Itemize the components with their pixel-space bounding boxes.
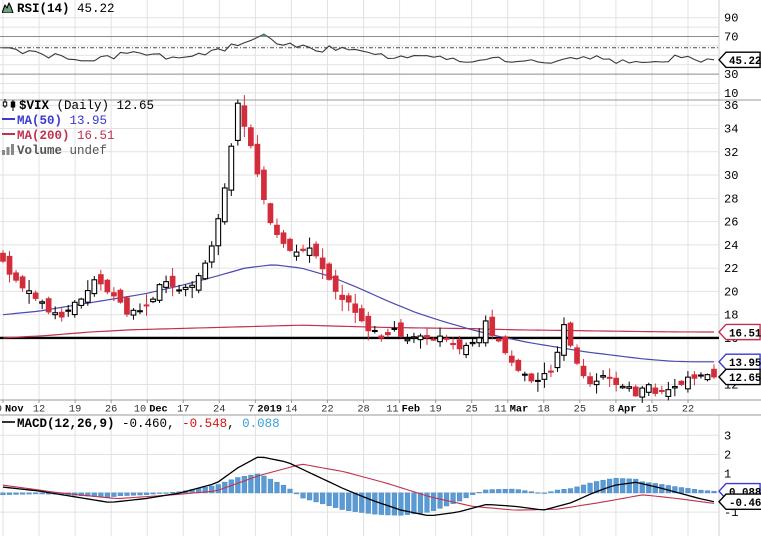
- svg-text:30: 30: [724, 68, 738, 82]
- svg-text:14: 14: [285, 404, 297, 416]
- svg-text:28: 28: [357, 404, 369, 416]
- svg-text:19: 19: [69, 404, 81, 416]
- svg-text:90: 90: [724, 12, 738, 26]
- svg-text:8: 8: [609, 404, 615, 416]
- svg-text:Dec: Dec: [149, 404, 168, 416]
- svg-text:24: 24: [724, 239, 738, 253]
- svg-text:28: 28: [724, 192, 738, 206]
- svg-text:24: 24: [213, 404, 225, 416]
- svg-text:2: 2: [724, 448, 731, 462]
- svg-text:19: 19: [429, 404, 441, 416]
- svg-text:70: 70: [724, 31, 738, 45]
- svg-text:18: 18: [724, 309, 738, 323]
- svg-text:11: 11: [386, 404, 398, 416]
- svg-text:Mar: Mar: [510, 404, 529, 416]
- svg-text:29: 29: [0, 404, 2, 416]
- svg-text:12.65: 12.65: [729, 373, 761, 385]
- svg-text:22: 22: [321, 404, 333, 416]
- svg-text:18: 18: [538, 404, 550, 416]
- svg-text:36: 36: [724, 99, 738, 113]
- svg-text:45.22: 45.22: [729, 56, 761, 68]
- svg-text:7: 7: [248, 404, 254, 416]
- svg-text:2019: 2019: [257, 404, 282, 416]
- svg-text:3: 3: [724, 429, 731, 443]
- svg-text:25: 25: [574, 404, 586, 416]
- svg-text:26: 26: [105, 404, 117, 416]
- svg-text:1: 1: [724, 468, 731, 482]
- svg-text:15: 15: [646, 404, 658, 416]
- svg-text:17: 17: [177, 404, 189, 416]
- svg-text:22: 22: [724, 262, 738, 276]
- svg-text:Feb: Feb: [402, 404, 421, 416]
- svg-text:-0.460: -0.460: [729, 498, 761, 510]
- svg-text:Apr: Apr: [618, 404, 637, 416]
- svg-text:20: 20: [724, 285, 738, 299]
- svg-text:10: 10: [134, 404, 146, 416]
- svg-text:30: 30: [724, 169, 738, 183]
- svg-text:12: 12: [33, 404, 45, 416]
- svg-text:13.95: 13.95: [729, 358, 761, 370]
- svg-text:22: 22: [682, 404, 694, 416]
- svg-text:34: 34: [724, 123, 738, 137]
- svg-text:25: 25: [466, 404, 478, 416]
- svg-text:32: 32: [724, 146, 738, 160]
- svg-text:16.51: 16.51: [729, 328, 761, 340]
- svg-text:26: 26: [724, 216, 738, 230]
- svg-text:11: 11: [494, 404, 506, 416]
- svg-text:Nov: Nov: [5, 404, 24, 416]
